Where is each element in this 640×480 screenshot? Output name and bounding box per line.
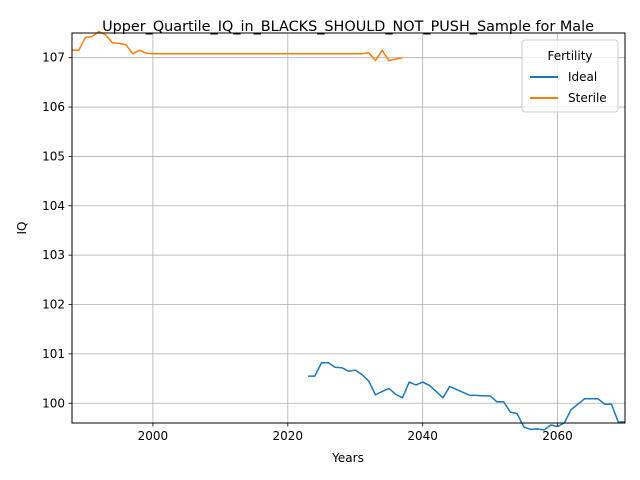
legend: Fertility Ideal Sterile	[521, 39, 619, 113]
series-line-sterile	[72, 30, 403, 62]
y-tick-label-100: 100	[42, 396, 65, 410]
y-tick-label-101: 101	[42, 347, 65, 361]
y-tick-label-102: 102	[42, 298, 65, 312]
y-tick-label-105: 105	[42, 149, 65, 163]
plot-area-frame	[71, 32, 626, 424]
x-tick-label-2000: 2000	[138, 429, 169, 443]
x-tick-label-2020: 2020	[273, 429, 304, 443]
legend-box	[521, 39, 619, 113]
y-axis-title: IQ	[15, 222, 29, 235]
y-axis-ticks: 100 101 102 103 104 105 106 107	[42, 51, 72, 410]
y-tick-label-107: 107	[42, 51, 65, 65]
x-tick-label-2060: 2060	[542, 429, 573, 443]
legend-title: Fertility	[547, 49, 592, 63]
series-line-ideal	[308, 362, 625, 431]
x-axis-title: Years	[331, 451, 364, 465]
y-tick-label-103: 103	[42, 248, 65, 262]
x-tick-label-2040: 2040	[407, 429, 438, 443]
y-tick-label-104: 104	[42, 199, 65, 213]
legend-label-sterile: Sterile	[568, 91, 607, 105]
y-tick-label-106: 106	[42, 100, 65, 114]
chart-title: Upper_Quartile_IQ_in_BLACKS_SHOULD_NOT_P…	[102, 19, 594, 35]
x-axis-ticks: 2000 2020 2040 2060	[138, 423, 573, 443]
legend-label-ideal: Ideal	[568, 70, 597, 84]
series-lines	[72, 30, 625, 431]
